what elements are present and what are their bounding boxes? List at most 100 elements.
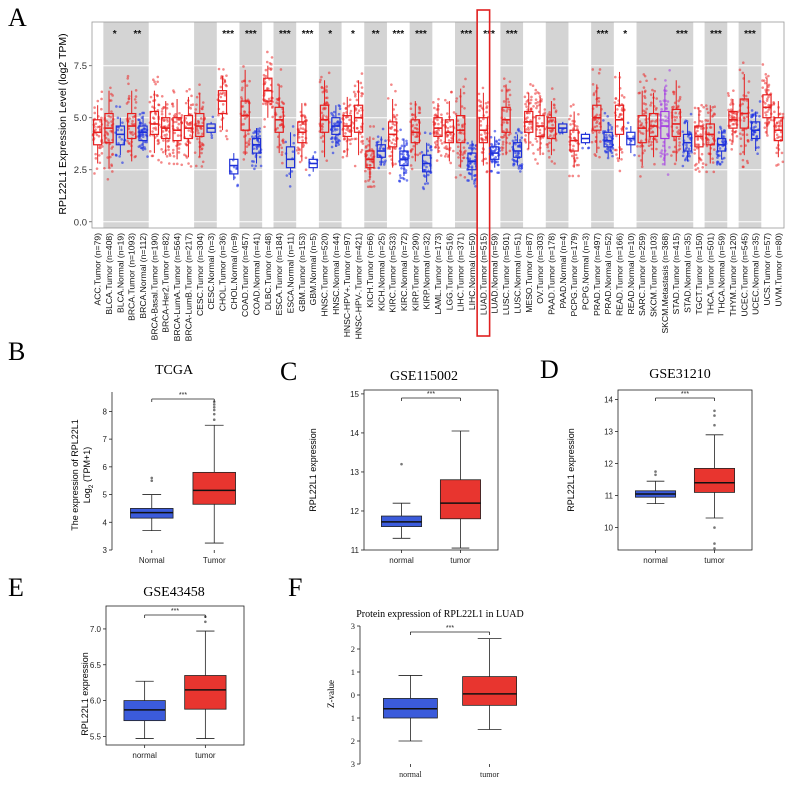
panel-a-jitter-point bbox=[517, 167, 521, 170]
panel-a-xtick-label: LAML.Tumor (n=173) bbox=[433, 233, 443, 315]
panel-d-xtick-label: normal bbox=[643, 556, 668, 565]
panel-a-jitter-point bbox=[434, 143, 438, 147]
panel-a-jitter-point bbox=[675, 116, 679, 119]
panel-b-outlier-point bbox=[150, 479, 154, 483]
panel-a-jitter-point bbox=[160, 110, 164, 113]
panel-a-jitter-point bbox=[571, 130, 575, 134]
panel-a-jitter-point bbox=[366, 185, 370, 189]
panel-a-jitter-point bbox=[360, 135, 364, 139]
panel-a-jitter-point bbox=[614, 97, 618, 100]
panel-e-ylabel: RPL22L1 expression bbox=[80, 652, 90, 736]
panel-a-jitter-point bbox=[661, 144, 665, 148]
panel-a-jitter-point bbox=[115, 105, 118, 108]
panel-a-jitter-point bbox=[739, 152, 742, 156]
panel-a-jitter-point bbox=[150, 154, 154, 158]
panel-a-jitter-point bbox=[94, 122, 98, 125]
panel-a-jitter-point bbox=[764, 73, 768, 76]
panel-a-jitter-point bbox=[128, 117, 131, 120]
panel-a-jitter-point bbox=[493, 150, 496, 153]
panel-a-jitter-point bbox=[625, 127, 628, 130]
panel-a-jitter-point bbox=[511, 139, 515, 143]
panel-a-jitter-point bbox=[241, 80, 244, 83]
panel-a-xtick-label: SKCM.Metastasis (n=368) bbox=[660, 233, 670, 334]
panel-a-jitter-point bbox=[425, 165, 428, 169]
panel-a-jitter-point bbox=[449, 125, 452, 129]
panel-a-jitter-point bbox=[551, 123, 554, 127]
panel-a-jitter-point bbox=[699, 133, 702, 136]
panel-a-jitter-point bbox=[392, 138, 395, 141]
panel-a-jitter-point bbox=[653, 162, 656, 166]
panel-a-jitter-point bbox=[636, 145, 639, 148]
panel-a-jitter-point bbox=[571, 174, 575, 178]
panel-a-jitter-point bbox=[367, 179, 370, 182]
panel-a-jitter-point bbox=[111, 170, 114, 173]
panel-a-jitter-point bbox=[436, 132, 440, 135]
panel-a-xtick-label: KIRP.Normal (n=32) bbox=[422, 233, 432, 310]
panel-a-jitter-point bbox=[434, 145, 437, 149]
panel-d-plot-frame bbox=[617, 389, 753, 551]
panel-a-jitter-point bbox=[110, 110, 113, 113]
panel-a-jitter-point bbox=[166, 120, 170, 123]
panel-a-xtick-label: HNSC-HPV-.Tumor (n=421) bbox=[354, 233, 364, 340]
panel-a-jitter-point bbox=[332, 114, 335, 118]
panel-a-jitter-point bbox=[664, 84, 668, 88]
panel-a-jitter-point bbox=[733, 130, 737, 134]
panel-a-jitter-point bbox=[167, 162, 171, 165]
panel-a-jitter-point bbox=[106, 156, 109, 159]
panel-a-jitter-point bbox=[409, 107, 413, 111]
panel-a-jitter-point bbox=[185, 156, 189, 159]
panel-a-jitter-point bbox=[288, 185, 292, 188]
panel-a-jitter-point bbox=[548, 156, 551, 159]
panel-a-jitter-point bbox=[263, 117, 266, 121]
panel-a-jitter-point bbox=[534, 92, 537, 95]
panel-a-jitter-point bbox=[301, 127, 305, 131]
panel-a-xtick-label: LUAD.Normal (n=59) bbox=[490, 233, 500, 314]
panel-a-jitter-point bbox=[598, 68, 602, 71]
panel-a-jitter-point bbox=[722, 130, 725, 134]
panel-a-jitter-point bbox=[427, 173, 430, 177]
panel-letter-a: A bbox=[8, 3, 27, 32]
panel-a-jitter-point bbox=[116, 116, 120, 120]
panel-a-jitter-point bbox=[598, 122, 601, 126]
panel-a-jitter-point bbox=[552, 148, 556, 152]
panel-a-xtick-label: PCPG.Normal (n=3) bbox=[580, 233, 590, 310]
panel-a-jitter-point bbox=[597, 100, 601, 103]
panel-a-jitter-point bbox=[645, 79, 648, 83]
panel-a-jitter-point bbox=[381, 147, 385, 150]
panel-b-significance-label: *** bbox=[179, 392, 187, 399]
panel-a-highlight-box bbox=[476, 9, 491, 337]
panel-a-jitter-point bbox=[97, 134, 101, 138]
panel-a-jitter-point bbox=[299, 123, 302, 127]
panel-a-jitter-point bbox=[464, 77, 467, 81]
panel-a-jitter-point bbox=[523, 95, 527, 99]
panel-f-ytick-label: 3 bbox=[351, 759, 355, 769]
panel-a-jitter-point bbox=[452, 111, 456, 114]
panel-a-jitter-point bbox=[127, 149, 130, 153]
panel-a-jitter-point bbox=[701, 123, 705, 126]
panel-a-jitter-point bbox=[754, 125, 757, 128]
panel-a-jitter-point bbox=[422, 163, 426, 167]
panel-a-jitter-point bbox=[299, 127, 303, 130]
panel-d-outlier-point bbox=[713, 414, 716, 417]
panel-a-jitter-point bbox=[532, 105, 535, 108]
panel-a-jitter-point bbox=[479, 119, 482, 123]
panel-a-jitter-point bbox=[486, 101, 490, 104]
panel-a-jitter-point bbox=[439, 154, 443, 157]
panel-a-jitter-point bbox=[333, 127, 337, 130]
panel-a-jitter-point bbox=[217, 67, 221, 71]
panel-a-jitter-point bbox=[156, 80, 159, 84]
panel-a-jitter-point bbox=[701, 166, 704, 169]
panel-a-jitter-point bbox=[767, 95, 770, 99]
panel-a-xtick-label: HNSC.Tumor (n=520) bbox=[320, 233, 330, 317]
panel-a-jitter-point bbox=[222, 68, 225, 71]
panel-a-jitter-point bbox=[157, 103, 161, 107]
panel-a-jitter-point bbox=[338, 107, 342, 111]
panel-a-jitter-point bbox=[531, 84, 535, 88]
panel-a-jitter-point bbox=[672, 136, 676, 140]
panel-a-jitter-point bbox=[457, 123, 460, 127]
panel-a-shade-band bbox=[364, 22, 387, 228]
panel-a-jitter-point bbox=[613, 101, 617, 104]
panel-a-jitter-point bbox=[218, 125, 222, 129]
panel-a-jitter-point bbox=[341, 155, 345, 159]
panel-a-jitter-point bbox=[719, 125, 722, 129]
